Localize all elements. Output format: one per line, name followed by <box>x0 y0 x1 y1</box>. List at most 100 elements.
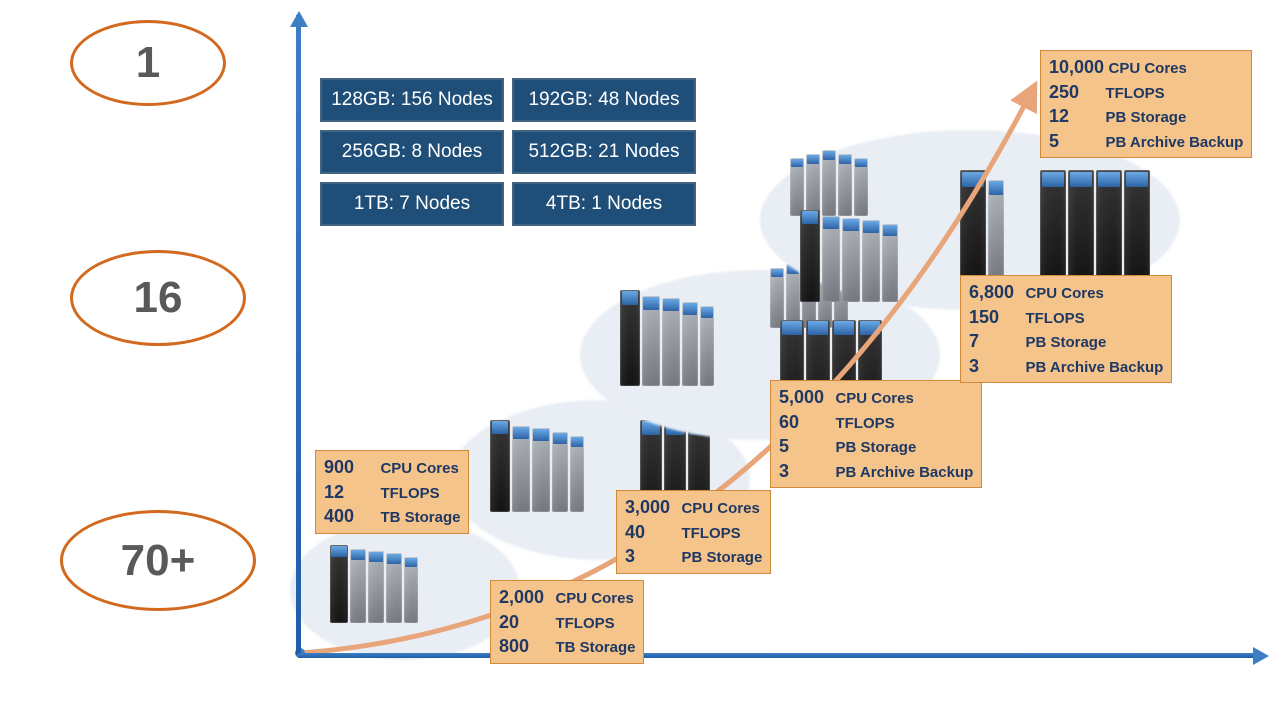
spec-value: 2,000 <box>499 585 551 609</box>
spec-unit: CPU Cores <box>555 590 633 607</box>
spec-value: 250 <box>1049 80 1101 104</box>
spec-value: 60 <box>779 410 831 434</box>
spec-unit: PB Archive Backup <box>1105 134 1243 151</box>
spec-line: 3 PB Storage <box>625 544 762 569</box>
spec-unit: PB Storage <box>1105 109 1186 126</box>
spec-line: 5 PB Storage <box>779 434 973 459</box>
spec-box-3: 5,000 CPU Cores60 TFLOPS5 PB Storage3 PB… <box>770 380 982 488</box>
server-unit <box>1096 170 1122 280</box>
spec-line: 400 TB Storage <box>324 504 460 529</box>
spec-box-4: 6,800 CPU Cores150 TFLOPS7 PB Storage3 P… <box>960 275 1172 383</box>
spec-value: 900 <box>324 455 376 479</box>
spec-unit: CPU Cores <box>380 460 458 477</box>
spec-unit: CPU Cores <box>835 390 913 407</box>
spec-line: 2,000 CPU Cores <box>499 585 635 610</box>
scale-oval-label: 70+ <box>121 539 196 583</box>
spec-box-5: 10,000 CPU Cores250 TFLOPS12 PB Storage5… <box>1040 50 1252 158</box>
spec-unit: PB Archive Backup <box>1025 359 1163 376</box>
memory-node-box-5: 4TB: 1 Nodes <box>512 182 696 226</box>
server-unit <box>786 264 800 328</box>
memory-node-box-4: 1TB: 7 Nodes <box>320 182 504 226</box>
server-rack-3-2 <box>960 170 1004 280</box>
scale-oval-70+: 70+ <box>60 510 256 611</box>
diagram-stage: 1 16 70+ 128GB: 156 Nodes192GB: 48 Nodes256… <box>0 0 1269 715</box>
spec-value: 800 <box>499 634 551 658</box>
scale-oval-label: 16 <box>134 276 183 320</box>
spec-unit: TB Storage <box>380 509 460 526</box>
memory-node-box-2: 256GB: 8 Nodes <box>320 130 504 174</box>
server-unit <box>988 180 1004 280</box>
server-unit <box>620 290 640 386</box>
y-axis-arrow <box>290 11 308 27</box>
server-unit <box>700 306 714 386</box>
spec-line: 250 TFLOPS <box>1049 80 1243 105</box>
y-axis <box>296 15 301 655</box>
server-unit <box>838 154 852 216</box>
spec-value: 150 <box>969 305 1021 329</box>
memory-node-box-1: 192GB: 48 Nodes <box>512 78 696 122</box>
spec-value: 5 <box>779 434 831 458</box>
server-unit <box>552 432 568 512</box>
spec-unit: TFLOPS <box>380 485 439 502</box>
spec-unit: PB Storage <box>681 549 762 566</box>
server-unit <box>822 150 836 216</box>
server-rack-3-3 <box>1040 170 1150 280</box>
server-unit <box>770 268 784 328</box>
spec-unit: PB Archive Backup <box>835 464 973 481</box>
server-unit <box>490 420 510 512</box>
spec-value: 20 <box>499 610 551 634</box>
spec-line: 3,000 CPU Cores <box>625 495 762 520</box>
spec-line: 3 PB Archive Backup <box>779 459 973 484</box>
server-rack-0-0 <box>330 545 418 623</box>
spec-line: 10,000 CPU Cores <box>1049 55 1243 80</box>
spec-line: 5,000 CPU Cores <box>779 385 973 410</box>
spec-line: 6,800 CPU Cores <box>969 280 1163 305</box>
server-unit <box>368 551 384 623</box>
server-unit <box>1040 170 1066 280</box>
spec-line: 20 TFLOPS <box>499 610 635 635</box>
spec-unit: CPU Cores <box>1025 285 1103 302</box>
spec-unit: TB Storage <box>555 639 635 656</box>
server-rack-1-0 <box>490 420 584 512</box>
scale-oval-16: 16 <box>70 250 246 346</box>
server-rack-3-1 <box>800 210 898 302</box>
server-unit <box>682 302 698 386</box>
server-unit <box>386 553 402 623</box>
server-unit <box>800 210 820 302</box>
server-unit <box>882 224 898 302</box>
spec-unit: PB Storage <box>835 439 916 456</box>
server-unit <box>662 298 680 386</box>
server-unit <box>790 158 804 216</box>
scale-oval-label: 1 <box>136 41 160 85</box>
spec-value: 3 <box>779 459 831 483</box>
server-unit <box>350 549 366 623</box>
x-axis <box>298 653 1255 658</box>
server-unit <box>1068 170 1094 280</box>
spec-unit: CPU Cores <box>1109 60 1187 77</box>
spec-line: 12 PB Storage <box>1049 104 1243 129</box>
spec-value: 3 <box>625 544 677 568</box>
spec-box-2: 3,000 CPU Cores40 TFLOPS3 PB Storage <box>616 490 771 574</box>
spec-unit: PB Storage <box>1025 334 1106 351</box>
spec-box-1: 2,000 CPU Cores20 TFLOPS800 TB Storage <box>490 580 644 664</box>
spec-value: 5 <box>1049 129 1101 153</box>
spec-box-0: 900 CPU Cores12 TFLOPS400 TB Storage <box>315 450 469 534</box>
spec-unit: TFLOPS <box>1025 310 1084 327</box>
server-unit <box>532 428 550 512</box>
scale-oval-1: 1 <box>70 20 226 106</box>
server-rack-2-0 <box>620 290 714 386</box>
spec-line: 150 TFLOPS <box>969 305 1163 330</box>
spec-value: 400 <box>324 504 376 528</box>
server-unit <box>854 158 868 216</box>
spec-unit: TFLOPS <box>835 415 894 432</box>
server-unit <box>570 436 584 512</box>
spec-unit: TFLOPS <box>1105 85 1164 102</box>
spec-value: 10,000 <box>1049 55 1104 79</box>
spec-line: 5 PB Archive Backup <box>1049 129 1243 154</box>
spec-line: 7 PB Storage <box>969 329 1163 354</box>
spec-value: 7 <box>969 329 1021 353</box>
spec-unit: TFLOPS <box>555 615 614 632</box>
memory-node-box-0: 128GB: 156 Nodes <box>320 78 504 122</box>
spec-value: 3 <box>969 354 1021 378</box>
x-axis-arrow <box>1253 647 1269 665</box>
